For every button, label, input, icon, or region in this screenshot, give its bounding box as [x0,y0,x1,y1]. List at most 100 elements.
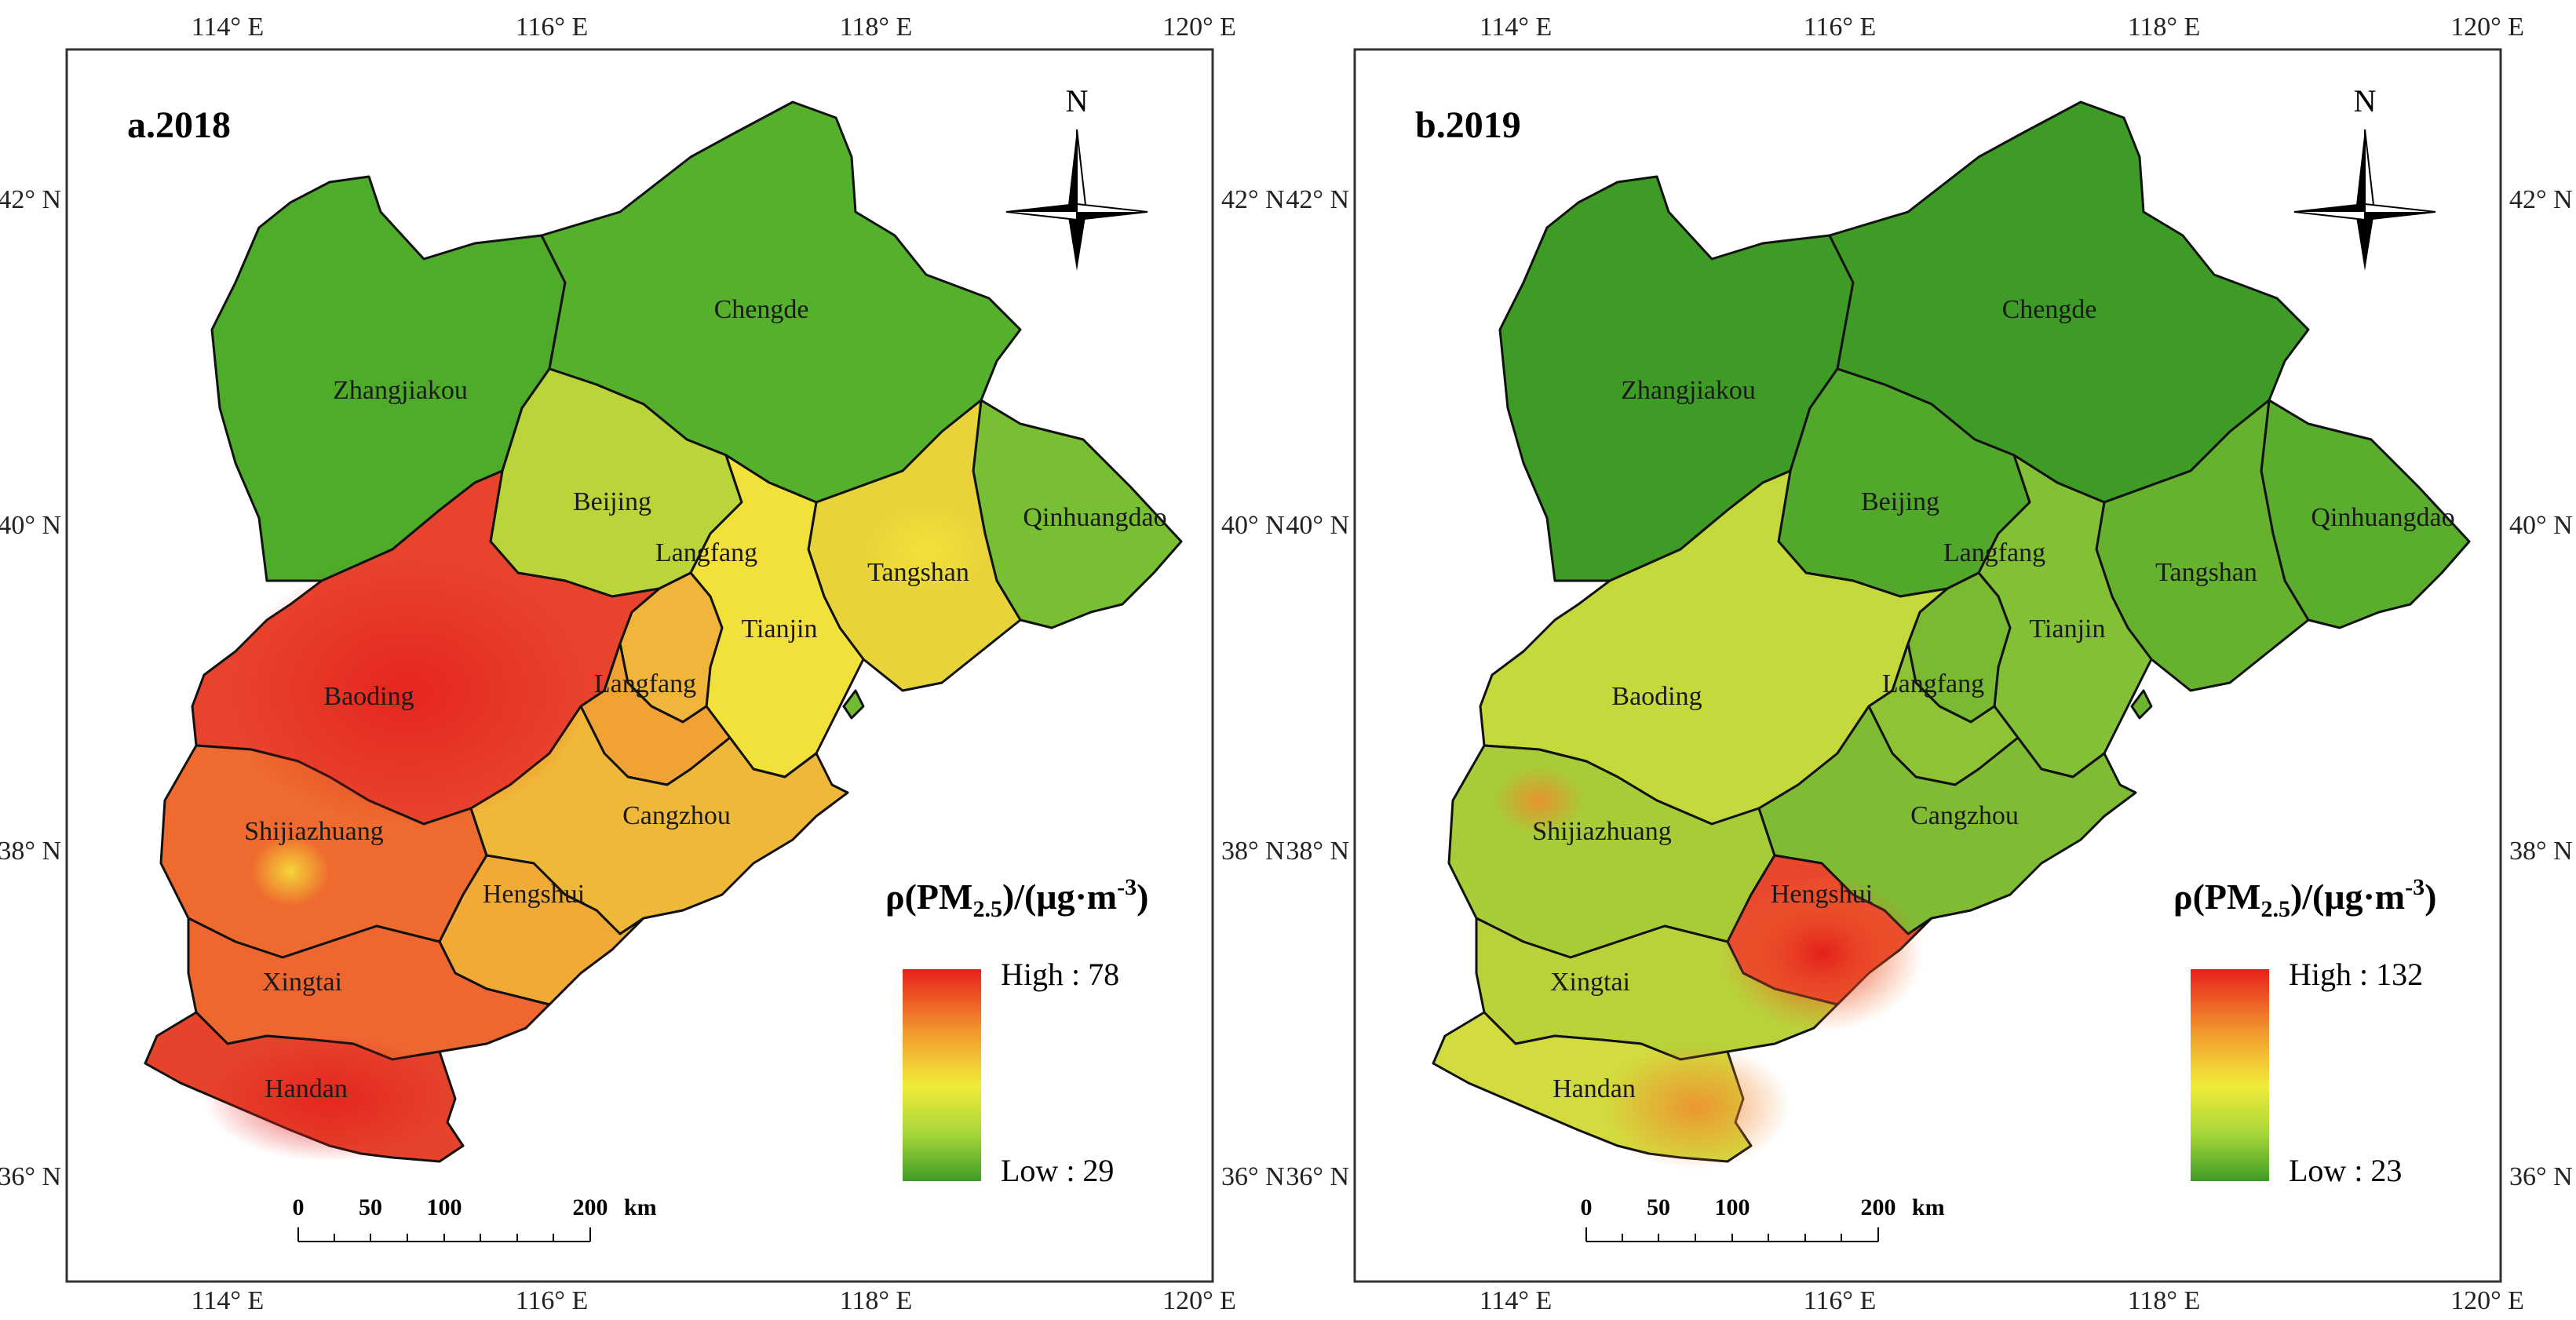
lon-label: 116° E [1804,1286,1877,1315]
legend-color-ramp [903,969,981,1181]
city-labels: Zhangjiakou Chengde Beijing Qinhuangdao … [244,295,1166,1103]
scale-bar: 0 50 100 200 km [1581,1194,1945,1242]
lon-label: 120° E [2450,13,2524,42]
city-label-shijiazhuang: Shijiazhuang [244,817,384,846]
lat-label: 42° N [2509,185,2573,214]
hotspot-handan [204,1036,455,1161]
south-arrow-needle [2355,212,2374,271]
scale-bar: 0 50 100 200 km [293,1194,657,1242]
city-label-xingtai: Xingtai [1550,968,1630,997]
latitude-labels-right: 42° N 40° N 38° N 36° N [1221,185,1285,1191]
city-label-baoding: Baoding [1611,682,1702,711]
city-label-beijing: Beijing [1861,487,1939,516]
city-label-chengde: Chengde [2002,295,2097,324]
north-arrow-label: N [2354,83,2377,119]
scale-ticks [297,1227,591,1242]
city-label-tianjin: Tianjin [2029,614,2105,644]
city-label-handan: Handan [265,1074,348,1103]
latitude-labels-left: 42° N 40° N 38° N 36° N [0,185,61,1191]
coastline-islands [842,689,865,720]
lon-label: 114° E [192,13,265,42]
lat-label: 36° N [2509,1162,2573,1191]
lat-label: 40° N [1221,511,1285,540]
city-label-qinhuangdao: Qinhuangdao [1023,503,1166,532]
city-label-langfang: Langfang [1882,669,1984,698]
hotspot-baoding [228,557,589,824]
city-label-xingtai: Xingtai [262,968,342,997]
lon-label: 116° E [516,13,589,42]
lon-label: 120° E [1162,1286,1236,1315]
lat-label: 36° N [1221,1162,1285,1191]
scale-tick-label: 50 [359,1194,382,1220]
city-labels: Zhangjiakou Chengde Beijing Qinhuangdao … [1532,295,2454,1103]
longitude-labels-bottom: 114° E 116° E 118° E 120° E [1480,1286,2524,1315]
lon-label: 116° E [516,1286,589,1315]
west-arrow-needle-dark [2294,204,2365,212]
north-arrow-needle-hollow [1076,129,1088,213]
city-label-cangzhou: Cangzhou [1910,801,2019,830]
city-label-tianjin: Tianjin [741,614,817,644]
east-arrow-needle-dark [1077,212,1148,220]
south-arrow-needle [1067,212,1086,271]
legend-low-label: Low : 29 [1001,1153,1114,1188]
lon-label: 118° E [2128,13,2201,42]
scale-unit: km [1912,1194,1945,1220]
lat-label: 42° N [1286,185,1349,214]
city-label-handan: Handan [1553,1074,1636,1103]
warm-handan-east [1602,1044,1790,1169]
panel-title: a.2018 [127,104,231,146]
legend-low-label: Low : 23 [2289,1153,2402,1188]
legend-high-label: High : 132 [2289,957,2423,992]
coast-island [842,689,865,720]
lon-label: 114° E [1480,1286,1553,1315]
city-label-beijing: Beijing [573,487,651,516]
scale-tick-label: 200 [1861,1194,1896,1220]
city-label-hengshui: Hengshui [1771,880,1873,909]
legend: ρ(PM2.5)/(μg·m-3) High : 78 Low : 29 [885,874,1148,1188]
lon-label: 114° E [1480,13,1553,42]
lat-label: 36° N [0,1162,61,1191]
latitude-labels-right: 42° N 40° N 38° N 36° N [2509,185,2573,1191]
lat-label: 40° N [1286,511,1349,540]
legend-color-ramp [2191,969,2269,1181]
longitude-labels-bottom: 114° E 116° E 118° E 120° E [192,1286,1236,1315]
warm-tangshan [863,502,989,596]
legend-title: ρ(PM2.5)/(μg·m-3) [2173,874,2436,922]
city-label-langfang-north: Langfang [655,538,757,567]
map-frame [65,48,1214,1283]
latitude-labels-left: 42° N 40° N 38° N 36° N [1286,185,1349,1191]
city-label-langfang-north: Langfang [1943,538,2045,567]
city-label-zhangjiakou: Zhangjiakou [333,376,468,405]
city-label-langfang: Langfang [594,669,696,698]
legend-title: ρ(PM2.5)/(μg·m-3) [885,874,1148,922]
panel-title: b.2019 [1415,104,1521,146]
lat-label: 36° N [1286,1162,1349,1191]
lon-label: 120° E [1162,13,1236,42]
hotspot-overlays [1492,765,1924,1169]
lat-label: 42° N [1221,185,1285,214]
lat-label: 38° N [1286,837,1349,866]
legend: ρ(PM2.5)/(μg·m-3) High : 132 Low : 23 [2173,874,2436,1188]
scale-tick-label: 0 [293,1194,305,1220]
east-arrow-needle-dark [2365,212,2436,220]
longitude-labels-top: 114° E 116° E 118° E 120° E [192,13,1236,42]
city-label-tangshan: Tangshan [867,558,969,587]
coast-island [2130,689,2153,720]
city-label-tangshan: Tangshan [2155,558,2257,587]
legend-high-label: High : 78 [1001,957,1119,992]
lon-label: 116° E [1804,13,1877,42]
lat-label: 40° N [2509,511,2573,540]
scale-ticks [1585,1227,1879,1242]
north-arrow-needle-hollow [2364,129,2376,213]
scale-tick-label: 50 [1647,1194,1670,1220]
lat-label: 40° N [0,511,61,540]
lat-label: 38° N [0,837,61,866]
map-panel-2018: 114° E 116° E 118° E 120° E 114° E 116° … [0,13,1285,1315]
longitude-labels-top: 114° E 116° E 118° E 120° E [1480,13,2524,42]
city-label-chengde: Chengde [714,295,809,324]
city-label-baoding: Baoding [323,682,414,711]
north-arrow: N [1005,83,1148,271]
lon-label: 118° E [2128,1286,2201,1315]
hotspot-hengshui [1720,875,1924,1032]
coastline-islands [2130,689,2153,720]
